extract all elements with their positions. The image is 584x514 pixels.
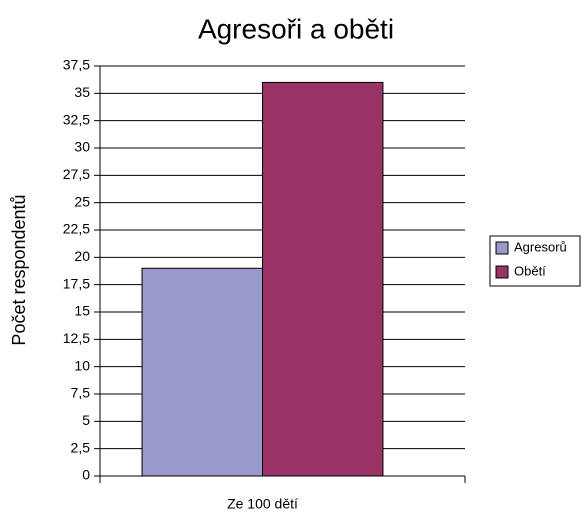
y-tick-label: 10 [74,357,90,373]
y-tick-label: 30 [74,139,90,155]
y-tick-label: 20 [74,248,90,264]
chart-title: Agresoři a oběti [198,13,394,44]
y-tick-label: 25 [74,193,90,209]
bar [262,81,384,477]
y-tick-label: 37,5 [63,57,90,73]
y-tick-label: 15 [74,303,90,319]
y-tick-label: 27,5 [63,166,90,182]
legend-label: Obětí [514,263,546,278]
y-tick-label: 2,5 [71,439,91,455]
y-tick-label: 12,5 [63,330,90,346]
y-tick-label: 7,5 [71,385,91,401]
y-tick-label: 35 [74,84,90,100]
y-tick-label: 22,5 [63,221,90,237]
legend-swatch [495,241,509,255]
bar [141,267,263,477]
legend-label: Agresorů [514,239,567,254]
y-axis-label: Počet respondentů [9,194,29,345]
y-tick-label: 17,5 [63,275,90,291]
y-tick-label: 0 [82,467,90,483]
x-tick-label: Ze 100 dětí [227,496,298,512]
y-tick-label: 5 [82,412,90,428]
y-tick-label: 32,5 [63,111,90,127]
legend-swatch [495,265,509,279]
